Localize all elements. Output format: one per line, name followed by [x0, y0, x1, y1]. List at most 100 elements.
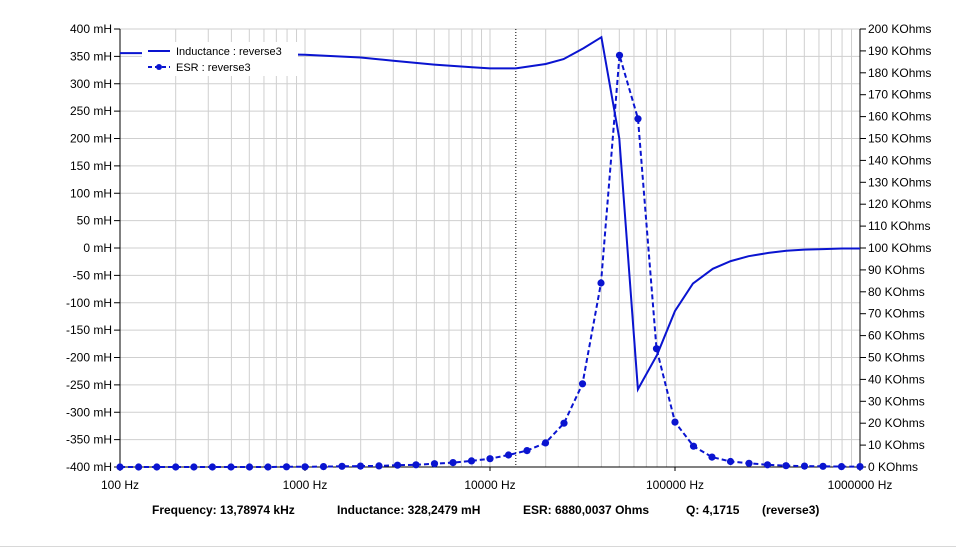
y-left-tick-label: 350 mH — [70, 49, 112, 63]
y-right-tick-label: 50 KOhms — [868, 351, 925, 365]
frequency-readout: Frequency: 13,78974 kHz — [152, 503, 295, 517]
esr-point — [782, 462, 790, 470]
esr-point — [208, 463, 216, 471]
y-left-tick-label: -150 mH — [66, 323, 112, 337]
y-right-tick-label: 130 KOhms — [868, 175, 931, 189]
legend-label-inductance: Inductance : reverse3 — [176, 46, 282, 58]
esr-point — [745, 459, 753, 467]
esr-point — [338, 462, 346, 470]
legend-label-esr: ESR : reverse3 — [176, 62, 251, 74]
y-left-tick-label: 150 mH — [70, 159, 112, 173]
inductance-readout: Inductance: 328,2479 mH — [337, 503, 481, 517]
y-left-tick-label: 0 mH — [83, 241, 112, 255]
esr-point — [578, 380, 587, 388]
esr-point — [282, 463, 291, 471]
esr-point — [615, 51, 624, 59]
esr-point — [227, 463, 235, 471]
esr-point — [523, 447, 531, 455]
y-left-tick-label: 50 mH — [77, 214, 112, 228]
esr-point — [375, 462, 383, 470]
x-tick-label: 100 Hz — [101, 478, 139, 492]
esr-point — [264, 463, 272, 471]
y-right-tick-label: 10 KOhms — [868, 438, 925, 452]
esr-point — [560, 419, 568, 427]
esr-point — [319, 463, 328, 471]
esr-point — [689, 442, 698, 450]
esr-point — [393, 461, 402, 469]
y-left-tick-label: 100 mH — [70, 186, 112, 200]
y-right-tick-label: 0 KOhms — [868, 460, 918, 474]
esr-readout: ESR: 6880,0037 Ohms — [523, 503, 650, 517]
y-right-tick-label: 150 KOhms — [868, 132, 931, 146]
esr-point — [116, 463, 124, 471]
y-right-tick-label: 100 KOhms — [868, 241, 931, 255]
y-left-tick-label: 200 mH — [70, 132, 112, 146]
y-left-tick-label: -200 mH — [66, 351, 112, 365]
y-right-tick-label: 180 KOhms — [868, 66, 931, 80]
y-right-tick-label: 80 KOhms — [868, 285, 925, 299]
esr-point — [190, 463, 198, 471]
esr-point — [245, 463, 254, 471]
y-right-tick-label: 90 KOhms — [868, 263, 925, 277]
y-left-tick-label: -400 mH — [66, 460, 112, 474]
y-right-tick-label: 190 KOhms — [868, 44, 931, 58]
y-right-tick-label: 60 KOhms — [868, 329, 925, 343]
y-left-tick-label: -50 mH — [73, 268, 112, 282]
y-left-tick-label: -300 mH — [66, 405, 112, 419]
y-right-tick-label: 200 KOhms — [868, 22, 931, 36]
esr-point — [800, 462, 809, 470]
esr-point — [153, 463, 161, 471]
y-right-tick-label: 70 KOhms — [868, 307, 925, 321]
esr-point — [634, 115, 642, 123]
q-readout: Q: 4,1715 — [686, 503, 740, 517]
esr-point — [726, 457, 735, 466]
impedance-chart: -400 mH -350 mH -300 mH -250 mH -200 mH -150 … — [66, 22, 931, 492]
esr-point — [430, 460, 439, 468]
esr-point — [504, 451, 513, 459]
esr-point — [856, 463, 864, 471]
y-left-tick-label: -350 mH — [66, 433, 112, 447]
window-divider — [0, 546, 956, 547]
esr-point — [356, 462, 365, 470]
y-left-tick-label: -100 mH — [66, 296, 112, 310]
esr-point — [652, 345, 661, 353]
esr-point — [449, 459, 457, 467]
x-tick-label: 1000 Hz — [283, 478, 328, 492]
esr-point — [301, 463, 309, 471]
y-right-tick-label: 140 KOhms — [868, 153, 931, 167]
x-tick-label: 100000 Hz — [646, 478, 704, 492]
esr-point — [467, 457, 476, 465]
y-right-tick-label: 120 KOhms — [868, 197, 931, 211]
y-right-tick-label: 160 KOhms — [868, 110, 931, 124]
grid — [119, 28, 861, 468]
trace-name-readout: (reverse3) — [762, 503, 820, 517]
y-left-tick-label: -250 mH — [66, 378, 112, 392]
y-left-tick-label: 250 mH — [70, 104, 112, 118]
y-right-tick-label: 20 KOhms — [868, 416, 925, 430]
esr-point — [597, 279, 605, 287]
inductance-line — [120, 35, 860, 393]
esr-point — [763, 461, 772, 469]
esr-point — [819, 462, 827, 470]
esr-point — [541, 439, 550, 447]
esr-point — [486, 455, 494, 463]
y-right-tick-label: 110 KOhms — [868, 219, 930, 233]
y-left-tick-label: 400 mH — [70, 22, 112, 36]
legend-marker-esr — [156, 64, 162, 70]
y-right-tick-label: 40 KOhms — [868, 372, 925, 386]
series — [116, 35, 864, 471]
y-right-tick-label: 170 KOhms — [868, 88, 931, 102]
esr-point — [671, 418, 679, 426]
esr-point — [837, 463, 846, 471]
readout-bar: Frequency: 13,78974 kHz Inductance: 328,… — [0, 500, 956, 520]
x-tick-label: 1000000 Hz — [828, 478, 893, 492]
legend: Inductance : reverse3 ESR : reverse3 — [142, 42, 298, 76]
x-tick-label: 10000 Hz — [464, 478, 515, 492]
legend-box — [142, 42, 298, 76]
axes: -400 mH -350 mH -300 mH -250 mH -200 mH -150 … — [66, 22, 931, 492]
esr-point — [708, 453, 716, 461]
y-right-tick-label: 30 KOhms — [868, 394, 925, 408]
esr-point — [172, 463, 180, 471]
esr-point — [412, 461, 420, 469]
y-left-tick-label: 300 mH — [70, 77, 112, 91]
